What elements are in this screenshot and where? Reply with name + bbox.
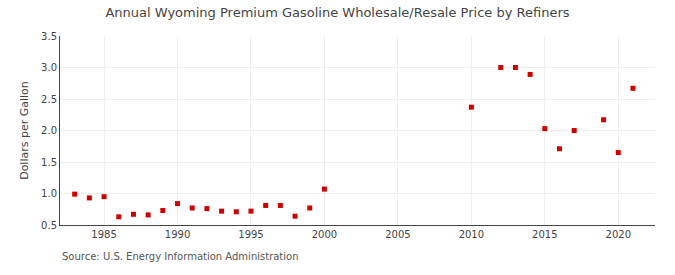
svg-text:1.0: 1.0: [41, 188, 57, 199]
svg-text:1985: 1985: [91, 229, 116, 240]
svg-text:3.5: 3.5: [41, 31, 57, 42]
svg-text:2000: 2000: [312, 229, 337, 240]
svg-text:2005: 2005: [385, 229, 410, 240]
svg-text:2010: 2010: [459, 229, 484, 240]
svg-text:2.0: 2.0: [41, 125, 57, 136]
svg-text:1990: 1990: [165, 229, 190, 240]
svg-text:Dollars per Gallon: Dollars per Gallon: [18, 81, 31, 180]
svg-text:0.5: 0.5: [41, 220, 57, 231]
svg-text:Source: U.S. Energy Informatio: Source: U.S. Energy Information Administ…: [62, 251, 299, 262]
svg-text:3.0: 3.0: [41, 62, 57, 73]
svg-text:1.5: 1.5: [41, 157, 57, 168]
svg-text:1995: 1995: [238, 229, 263, 240]
svg-text:Annual Wyoming Premium Gasolin: Annual Wyoming Premium Gasoline Wholesal…: [105, 5, 569, 20]
svg-text:2.5: 2.5: [41, 94, 57, 105]
svg-text:2020: 2020: [606, 229, 631, 240]
svg-text:2015: 2015: [532, 229, 557, 240]
